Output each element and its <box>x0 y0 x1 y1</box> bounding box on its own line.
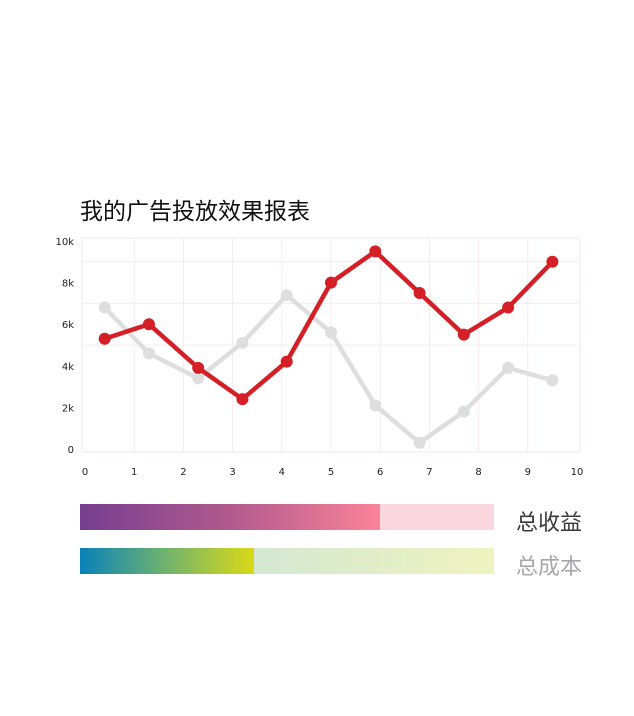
revenue-bar-fill <box>80 504 381 530</box>
data-point <box>142 318 155 331</box>
data-point <box>98 301 111 314</box>
data-point <box>546 374 559 387</box>
series-line <box>102 249 555 402</box>
chart-title: 我的广告投放效果报表 <box>80 199 310 225</box>
x-tick-label: 10 <box>571 467 584 478</box>
data-point <box>369 399 382 412</box>
data-point <box>236 393 249 406</box>
data-point <box>192 372 205 385</box>
data-point <box>98 332 111 345</box>
y-tick-label: 10k <box>55 237 74 248</box>
data-point <box>413 287 426 299</box>
x-tick-label: 5 <box>328 467 334 478</box>
data-point <box>369 245 382 258</box>
data-point <box>280 289 293 302</box>
y-tick-label: 6k <box>62 320 74 331</box>
x-tick-label: 3 <box>229 467 235 478</box>
y-tick-label: 8k <box>62 279 74 290</box>
x-tick-label: 9 <box>525 467 531 478</box>
data-point <box>236 336 249 349</box>
data-point <box>142 347 155 360</box>
cost-label: 总成本 <box>516 555 583 580</box>
data-point <box>325 276 337 289</box>
series-1 <box>98 245 559 406</box>
x-tick-label: 7 <box>426 467 432 478</box>
data-point <box>280 355 293 368</box>
x-tick-label: 2 <box>180 467 186 478</box>
x-tick-label: 6 <box>377 467 383 478</box>
grid <box>81 237 581 453</box>
data-point <box>457 328 470 341</box>
series-0 <box>98 289 559 449</box>
data-point <box>457 405 470 418</box>
data-point <box>325 326 337 339</box>
data-point <box>192 361 205 374</box>
x-tick-label: 0 <box>82 467 88 478</box>
y-tick-label: 4k <box>62 362 74 373</box>
data-point <box>502 361 515 374</box>
x-tick-label: 1 <box>131 467 137 478</box>
data-point <box>546 255 559 268</box>
data-point <box>502 301 515 314</box>
x-tick-label: 4 <box>279 467 285 478</box>
axis-tick-labels: 0 1 2 3 4 5 6 7 8 9 10 0 2k 4k 6k 8k 10k <box>55 237 583 478</box>
data-point <box>413 436 426 449</box>
cost-bar-track <box>80 548 494 574</box>
series-layer <box>98 245 559 449</box>
series-line <box>102 292 555 446</box>
cost-bar-fill <box>80 548 254 574</box>
y-tick-label: 0 <box>68 445 74 456</box>
y-tick-label: 2k <box>62 403 74 414</box>
x-tick-label: 8 <box>475 467 481 478</box>
revenue-label: 总收益 <box>516 511 583 536</box>
revenue-bar-track <box>80 504 494 530</box>
